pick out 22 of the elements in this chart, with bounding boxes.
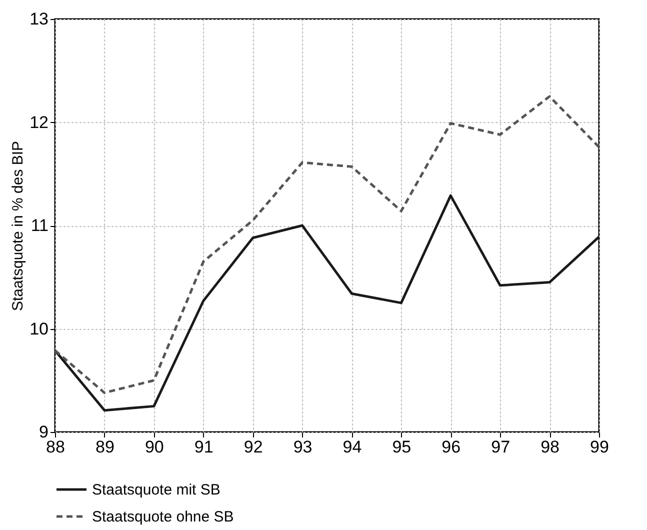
y-tick-label: 11 (30, 216, 48, 235)
x-tick-label: 95 (392, 438, 412, 456)
x-tick-label: 94 (342, 438, 362, 456)
x-tick-label: 88 (46, 438, 65, 456)
line-series (54, 194, 600, 412)
x-tick-label: 96 (442, 438, 461, 456)
y-axis-title: Staatsquote in % des BIP (10, 140, 27, 312)
y-tick-label: 13 (30, 10, 48, 28)
x-tick-label: 90 (144, 438, 164, 456)
x-tick-label: 93 (293, 438, 312, 456)
x-tick-label: 97 (491, 438, 510, 456)
x-tick-label: 89 (95, 438, 114, 456)
y-tick-label: 9 (39, 422, 48, 442)
y-tick-label: 12 (30, 112, 48, 132)
legend-label: Staatsquote mit SB (92, 482, 220, 498)
x-tick-label: 98 (540, 438, 560, 456)
x-tick-label: 92 (244, 438, 263, 456)
x-tick-label: 91 (194, 438, 214, 456)
legend-label: Staatsquote ohne SB (92, 508, 234, 526)
y-tick-label: 10 (30, 319, 48, 338)
line-series (54, 95, 600, 394)
x-tick-label: 99 (590, 438, 609, 456)
